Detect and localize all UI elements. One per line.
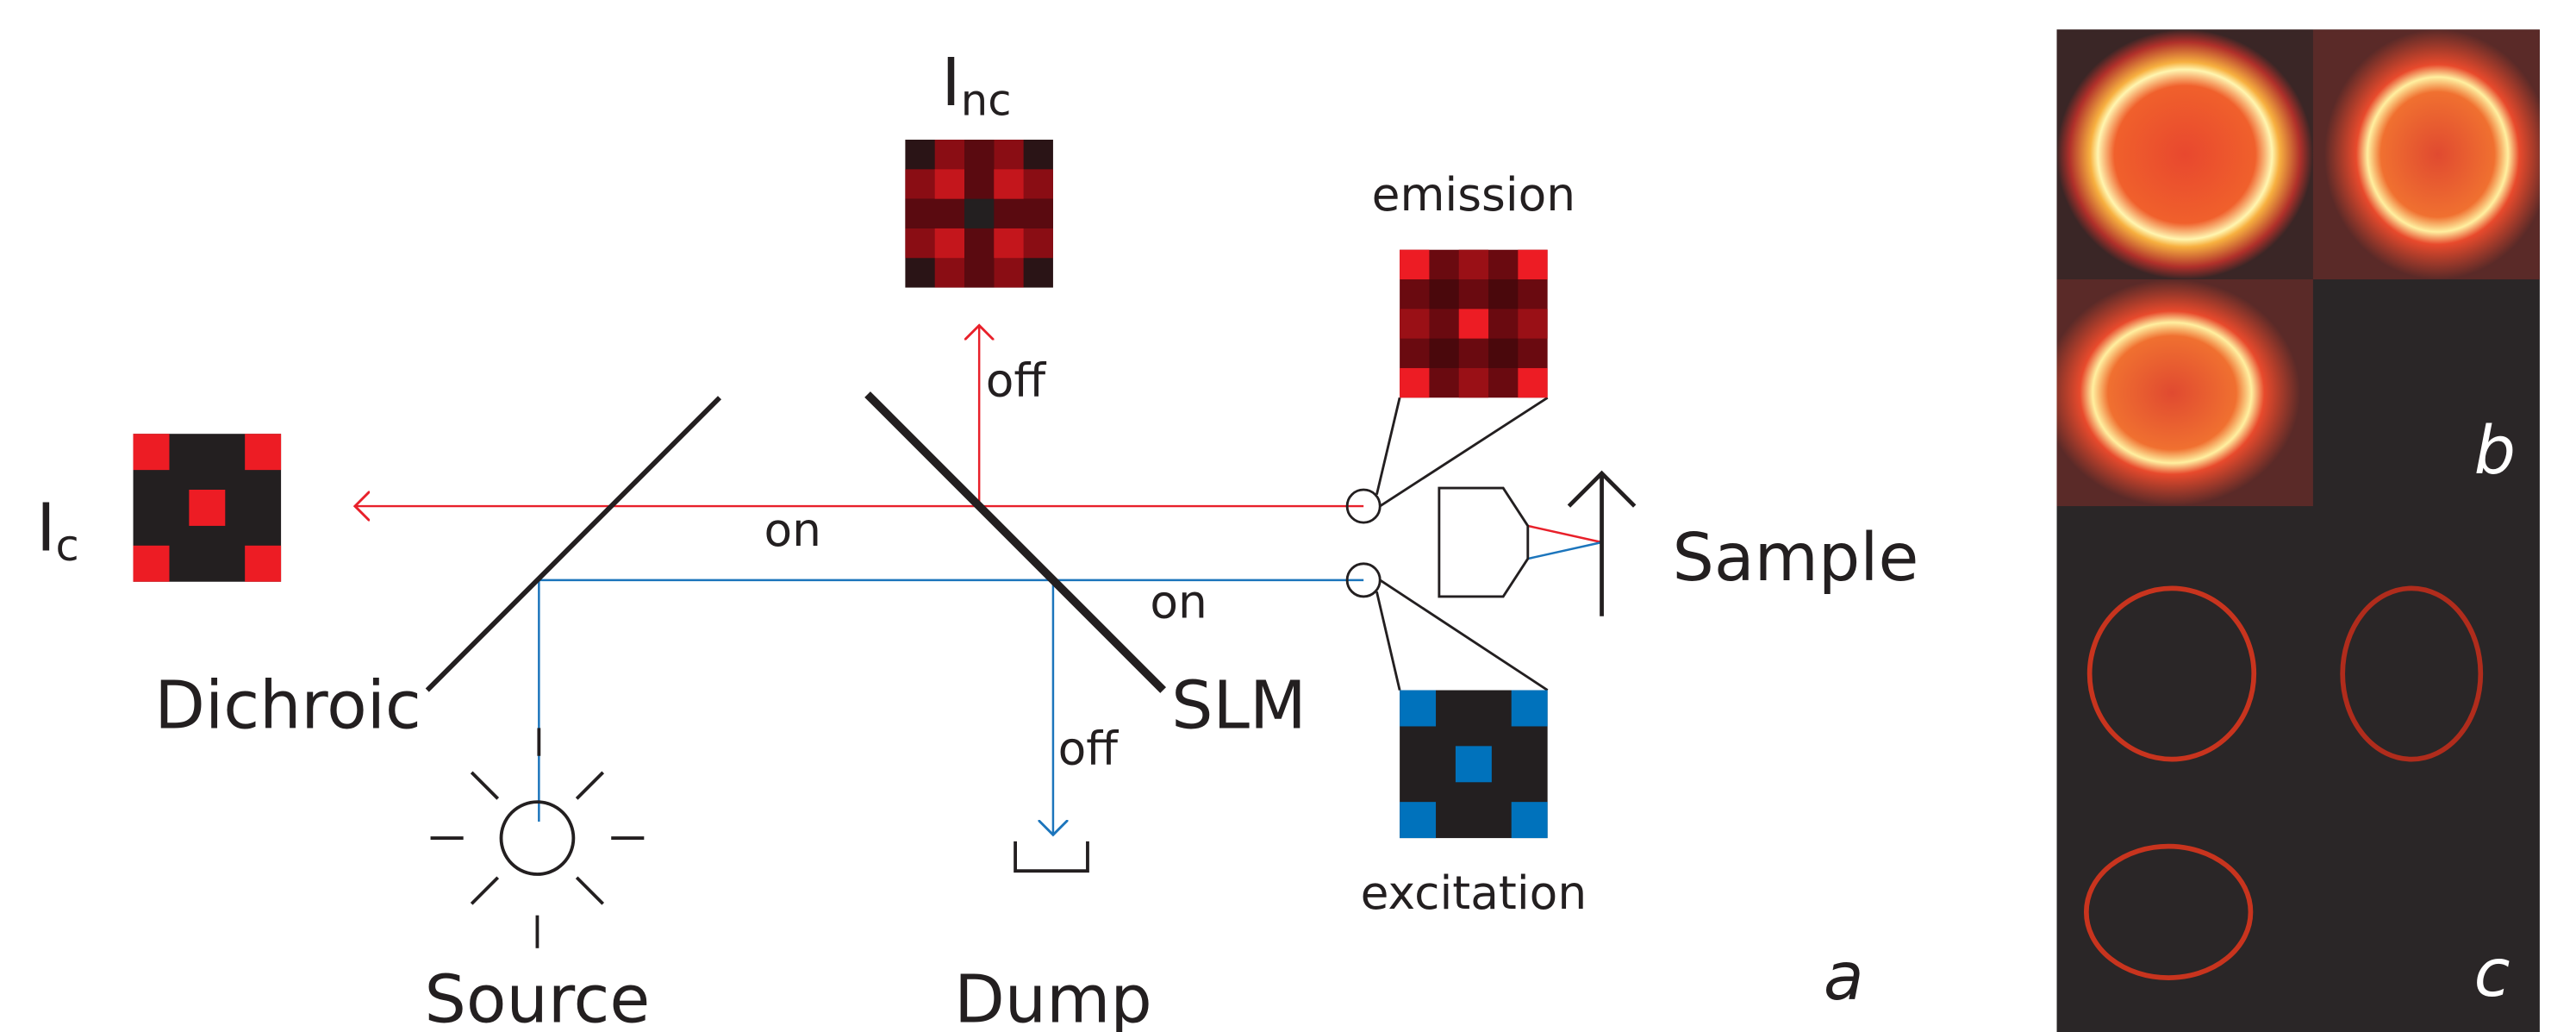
on-label: on [1150,575,1207,629]
sample-label: Sample [1673,519,1919,596]
emission-label: emission [1372,167,1576,222]
figure: Inc Ic emission excitation Sample Dichro… [0,0,2576,1032]
label-main: I [941,44,960,121]
blue-focus [1528,542,1602,559]
image [2057,279,2313,506]
page: Inc Ic emission excitation Sample Dichro… [0,0,2576,1032]
image-panels [2057,29,2540,1032]
ic-label: Ic [36,490,79,571]
source-lamp [502,802,574,874]
inc-label: Inc [941,44,1011,125]
dichroic-mirror [427,397,720,690]
source-label: Source [425,961,651,1032]
label-sub: nc [961,75,1012,125]
red-focus [1528,526,1602,542]
label-main: I [36,490,55,566]
excitation-label: excitation [1361,866,1587,920]
image [2313,29,2540,279]
on-label: on [764,503,820,557]
label-sub: c [56,521,79,571]
pattern-inc [905,140,1053,288]
pattern-ic [134,434,282,582]
image [2057,29,2313,279]
callout [1376,397,1400,494]
pattern-excitation [1400,691,1548,839]
slm-label: SLM [1171,666,1307,743]
off-label: off [1058,721,1120,775]
pattern-emission [1400,250,1548,398]
objective [1439,488,1528,597]
off-label: off [986,353,1047,407]
source-rays [431,772,645,948]
dump [1015,841,1088,871]
panel-label: c [2474,935,2511,1011]
panel-label: a [1824,938,1864,1015]
dichroic-label: Dichroic [154,666,421,743]
callout [1376,591,1400,690]
slm-mirror [868,394,1163,690]
dump-label: Dump [954,961,1152,1032]
panel-label: b [2474,412,2516,489]
